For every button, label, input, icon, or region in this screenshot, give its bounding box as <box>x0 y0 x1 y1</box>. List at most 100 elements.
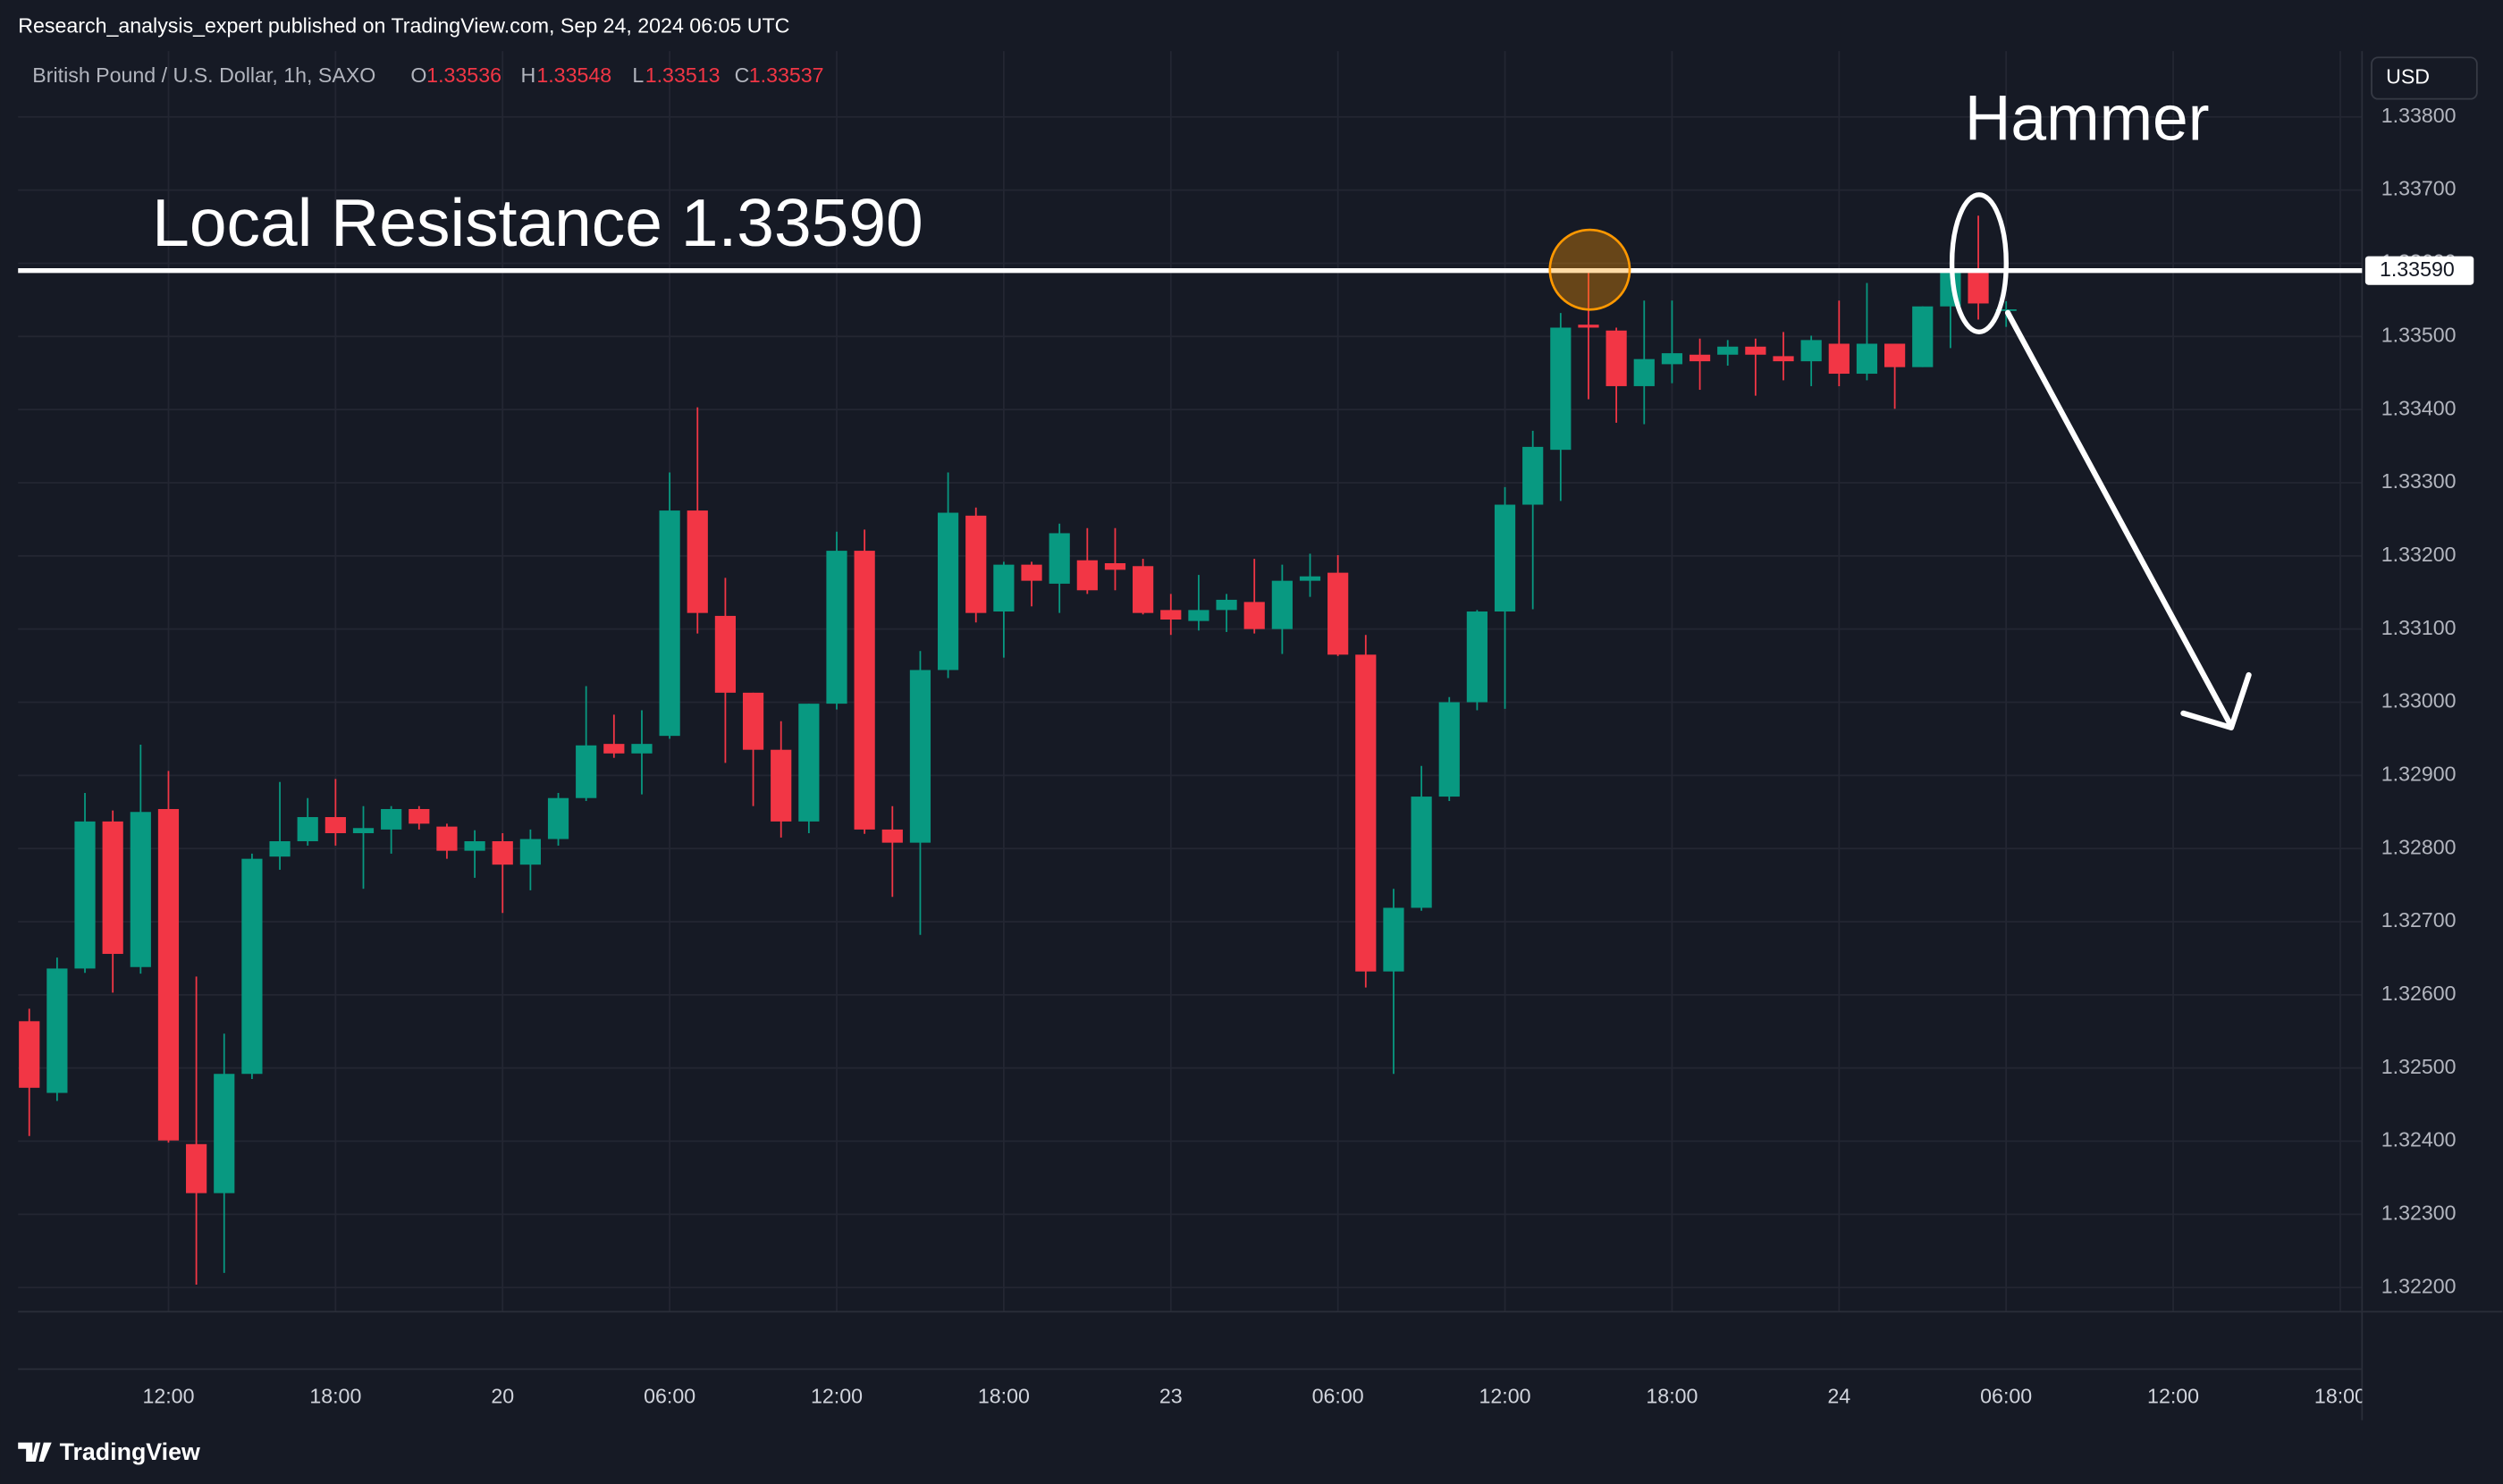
candle-body <box>214 1074 235 1193</box>
candle-body <box>269 840 291 857</box>
candle-body <box>324 816 346 833</box>
y-tick-label: 1.32300 <box>2381 1202 2457 1225</box>
candle-body <box>1160 610 1182 620</box>
candle-body <box>659 510 680 737</box>
ohlc-key: C <box>735 63 750 87</box>
candle-body <box>1076 560 1098 591</box>
resistance-price-label: 1.33590 <box>2380 257 2455 281</box>
candle-body <box>1995 309 2017 311</box>
candle-body <box>1299 576 1321 581</box>
ohlc-key: L <box>632 63 644 87</box>
candle-body <box>186 1143 207 1193</box>
x-tick-label: 06:00 <box>1980 1385 2032 1408</box>
candle-body <box>1216 599 1237 611</box>
y-tick-label: 1.33500 <box>2381 323 2457 346</box>
x-tick-label: 12:00 <box>142 1385 194 1408</box>
candle-body <box>492 840 513 865</box>
candle-body <box>1745 346 1766 355</box>
candle-body <box>1383 907 1404 972</box>
candle-body <box>130 812 151 967</box>
candle-body <box>352 828 375 833</box>
annotation-text: Hammer <box>1965 82 2210 154</box>
ohlc-value: 1.33537 <box>749 63 824 87</box>
candle-body <box>157 808 180 1141</box>
candle-body <box>965 515 987 613</box>
candle-body <box>46 968 68 1093</box>
x-tick-label: 24 <box>1827 1385 1850 1408</box>
x-tick-label: 18:00 <box>309 1385 361 1408</box>
symbol: British Pound / U.S. Dollar, 1h, SAXO <box>32 63 375 87</box>
x-tick-label: 06:00 <box>644 1385 695 1408</box>
candle-body <box>854 551 875 830</box>
candle-body <box>1912 306 1934 367</box>
x-tick-label: 18:00 <box>978 1385 1030 1408</box>
candle-body <box>1522 446 1544 505</box>
ohlc-value: 1.33513 <box>645 63 721 87</box>
brand: TradingView <box>60 1438 200 1465</box>
x-tick-label: 06:00 <box>1312 1385 1364 1408</box>
candle-body <box>881 829 903 843</box>
x-axis: 12:00 18:00 20 06:00 12:00 18:00 23 06:00 12:00 1… <box>142 1385 2366 1408</box>
candle-body <box>464 840 485 851</box>
publisher-line: Research_analysis_expert published on Tr… <box>18 13 789 37</box>
candle-body <box>1578 325 1599 328</box>
candle-body <box>1884 343 1906 367</box>
candle-body <box>1550 327 1572 451</box>
y-tick-label: 1.32600 <box>2381 982 2457 1005</box>
candle-body <box>1271 580 1293 629</box>
y-tick-label: 1.33300 <box>2381 469 2457 493</box>
candle-body <box>1466 611 1487 703</box>
candle-body <box>1188 610 1209 621</box>
resistance-price-tag <box>2364 256 2474 285</box>
candle-body <box>1049 533 1070 584</box>
brand-logo: TradingView <box>18 1438 200 1465</box>
candle-body <box>742 692 764 750</box>
x-tick-label: 20 <box>491 1385 514 1408</box>
y-tick-label: 1.33200 <box>2381 543 2457 566</box>
highlight-ellipse <box>1949 192 2009 334</box>
candle-body <box>798 704 820 822</box>
y-tick-label: 1.32700 <box>2381 908 2457 932</box>
currency-button[interactable] <box>2371 56 2478 100</box>
ohlc-key: O <box>410 63 426 87</box>
candle-body <box>1605 330 1627 386</box>
ohlc-key: H <box>520 63 535 87</box>
y-tick-label: 1.33100 <box>2381 616 2457 639</box>
candle-body <box>241 858 263 1075</box>
candle-body <box>1773 356 1794 362</box>
candle-body <box>826 551 847 704</box>
candle-body <box>1689 354 1711 362</box>
candle-body <box>1243 602 1265 629</box>
candle-body <box>937 512 959 670</box>
arrow <box>2004 309 2252 731</box>
annotation-text: Local Resistance 1.33590 <box>152 185 923 260</box>
y-tick-label: 1.33000 <box>2381 689 2457 712</box>
y-tick-label: 1.32500 <box>2381 1055 2457 1078</box>
candle-body <box>1661 353 1683 365</box>
candle-body <box>771 749 792 822</box>
candle-body <box>409 808 430 824</box>
candle-body <box>1800 340 1822 362</box>
y-tick-label: 1.33800 <box>2381 104 2457 127</box>
candle-body <box>1717 346 1739 355</box>
ohlc-value: 1.33548 <box>536 63 611 87</box>
candle-body <box>1133 566 1154 613</box>
candle-body <box>1411 797 1432 908</box>
candle-body <box>297 816 318 841</box>
ohlc-value: 1.33536 <box>426 63 501 87</box>
candle-body <box>74 821 96 969</box>
y-tick-label: 1.33400 <box>2381 396 2457 419</box>
y-tick-label: 1.33700 <box>2381 177 2457 200</box>
y-tick-label: 1.32900 <box>2381 762 2457 785</box>
candle-body <box>1494 504 1516 612</box>
candle-body <box>547 797 569 839</box>
candle-body <box>993 564 1015 612</box>
x-tick-label: 12:00 <box>1479 1385 1531 1408</box>
candles <box>19 215 2017 1285</box>
y-tick-label: 1.32400 <box>2381 1128 2457 1151</box>
x-tick-label: 23 <box>1159 1385 1183 1408</box>
x-tick-label: 18:00 <box>2314 1385 2366 1408</box>
candle-body <box>1021 564 1042 581</box>
